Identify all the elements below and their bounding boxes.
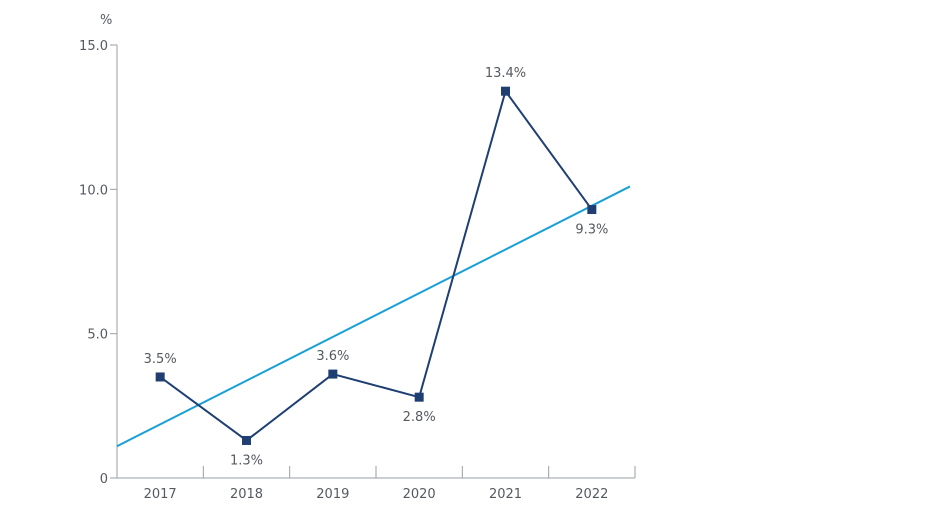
series-line [159, 90, 593, 442]
y-axis-unit-label: % [100, 13, 112, 28]
x-tick-label: 2021 [489, 487, 522, 502]
data-point-marker [587, 205, 597, 215]
data-point-marker [501, 86, 510, 96]
x-tick-label: 2019 [316, 487, 349, 502]
trendline [116, 185, 631, 448]
data-label: 3.5% [144, 352, 177, 367]
data-labels-layer: 3.5% 1.3% 3.6% 2.8% 13.4% 9.3% [144, 66, 609, 468]
x-tick-label: 2018 [230, 487, 263, 502]
data-point-marker [242, 435, 251, 445]
y-tick-label: 15.0 [79, 39, 108, 54]
y-tick-label: 0 [100, 472, 108, 487]
x-tick-label: 2022 [575, 487, 608, 502]
data-label: 9.3% [575, 223, 608, 238]
data-label: 1.3% [230, 453, 263, 468]
y-tick-label: 5.0 [87, 328, 108, 343]
series-layer [155, 86, 597, 445]
trendline-layer [116, 185, 631, 448]
data-label: 3.6% [316, 349, 349, 364]
data-point-marker [155, 372, 165, 382]
data-point-marker [414, 392, 424, 402]
data-label: 2.8% [403, 410, 436, 425]
axis-ticks: 0 5.0 10.0 15.0 2017 2018 2019 2020 2021 2022 [79, 39, 636, 502]
y-tick-label: 10.0 [79, 183, 108, 198]
x-tick-label: 2020 [403, 487, 436, 502]
data-point-marker [328, 369, 338, 379]
x-tick-label: 2017 [144, 487, 177, 502]
data-label: 13.4% [485, 66, 526, 81]
